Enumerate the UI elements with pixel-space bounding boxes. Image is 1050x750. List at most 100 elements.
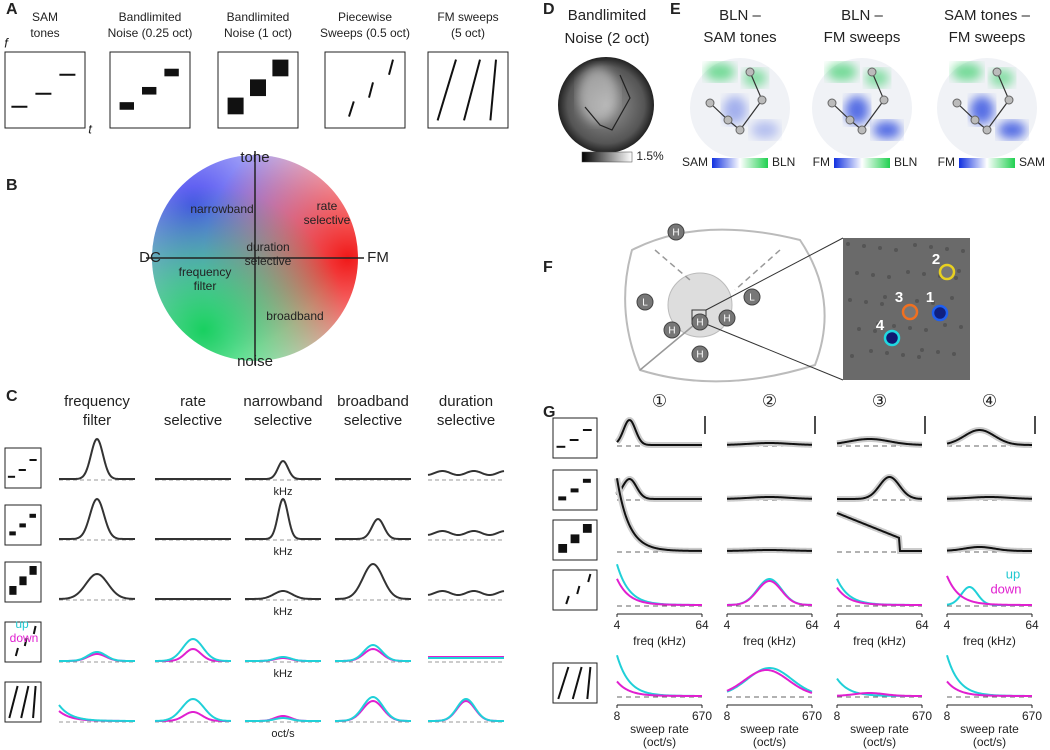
icon-stroke [565,595,570,605]
panel-label: D [543,1,555,18]
x-tick-label: 4 [834,618,841,632]
icon-stroke [557,666,570,700]
x-axis-title: sweep rate [960,722,1019,736]
area-dot [970,115,980,125]
icon-stroke [388,59,394,76]
column-title: selective [437,412,495,429]
area-letter: L [642,298,648,309]
neuron-texture [924,328,928,332]
area-dot [723,115,733,125]
neuron-texture [920,348,924,352]
tuning-curve [616,680,703,697]
x-tick-label: 4 [944,618,951,632]
legend-up: up [1006,566,1020,581]
cell-header: ① [652,391,667,410]
neuron-texture [862,244,866,248]
tuning-curve [334,562,412,600]
neuron-texture [945,247,949,251]
cell-marker [938,263,956,281]
stimulus-title: Sweeps (0.5 oct) [320,26,410,40]
tuning-curve [245,655,321,662]
area-marker [663,321,681,339]
area-letter: H [696,350,703,361]
neuron-texture [876,322,880,326]
icon-block [227,97,244,115]
a1-region [667,272,733,338]
stimulus-title: (5 oct) [451,26,485,40]
area-marker [691,345,709,363]
x-tick-label: 8 [724,709,731,723]
cell-number: 3 [895,289,903,306]
tuning-curve [154,710,232,722]
tuning-curve [836,586,923,606]
x-tick-label: 670 [692,709,712,723]
icon-stroke [587,573,592,583]
icon-stroke [14,647,19,657]
cell-header: ③ [872,391,887,410]
boundary [654,249,691,281]
tuning-curve [335,517,411,540]
icon-block [9,531,16,536]
map-blob [827,63,857,81]
axis-title: FM [367,249,389,266]
colorbar [581,151,633,163]
area-dot [879,95,889,105]
neuron-texture [954,276,958,280]
x-axis-title: (oct/s) [973,735,1006,749]
icon-block [29,566,37,575]
boundary [734,249,781,291]
map-blob [751,121,779,139]
column-title: narrowband [243,393,322,410]
icon-block [582,478,591,483]
panel-label: E [670,1,681,18]
tuning-curve [726,496,813,500]
icon-stroke [586,666,592,700]
tuning-curve [616,419,702,446]
area-dot [705,98,715,108]
neuron-texture [869,349,873,353]
map-title: SAM tones – [944,7,1031,24]
map-title: FM sweeps [949,29,1026,46]
neuron-texture [908,326,912,330]
cell-marker [901,303,919,321]
icon-block [119,102,134,110]
tuning-curve [155,647,231,662]
x-axis-title: freq (kHz) [853,634,906,648]
neuron-texture [850,354,854,358]
tuning-curve [58,650,136,662]
area-marker [691,313,709,331]
area-marker [718,309,736,327]
area-dot [845,115,855,125]
area-dot [827,98,837,108]
icon-stroke [23,637,28,647]
icon-stroke [20,685,30,719]
icon-block [272,59,289,77]
area-dot [952,98,962,108]
area-dot [982,125,992,135]
x-axis-title: freq (kHz) [633,634,686,648]
cell-marker [883,329,901,347]
neuron-texture [864,300,868,304]
tuning-curve [946,575,1033,606]
tuning-curve [427,699,505,722]
icon-block [29,513,36,518]
column-title: rate [180,393,206,410]
area-marker [743,288,761,306]
colorbar-label: BLN [894,155,917,169]
neuron-texture [883,295,887,299]
map-title: BLN – [841,7,883,24]
icon-stroke [32,625,37,635]
icon-stroke [571,666,583,700]
tuning-curve [59,497,135,540]
region-label: selective [245,254,292,268]
map-title: BLN – [719,7,761,24]
cell-number: 1 [926,289,934,306]
stimulus-title: tones [30,26,59,40]
panel-label: C [6,388,18,405]
map-title: SAM tones [703,29,776,46]
tuning-curve [616,578,703,606]
legend-up: up [15,617,29,631]
neuron-texture [901,353,905,357]
zoom-line [705,237,844,311]
